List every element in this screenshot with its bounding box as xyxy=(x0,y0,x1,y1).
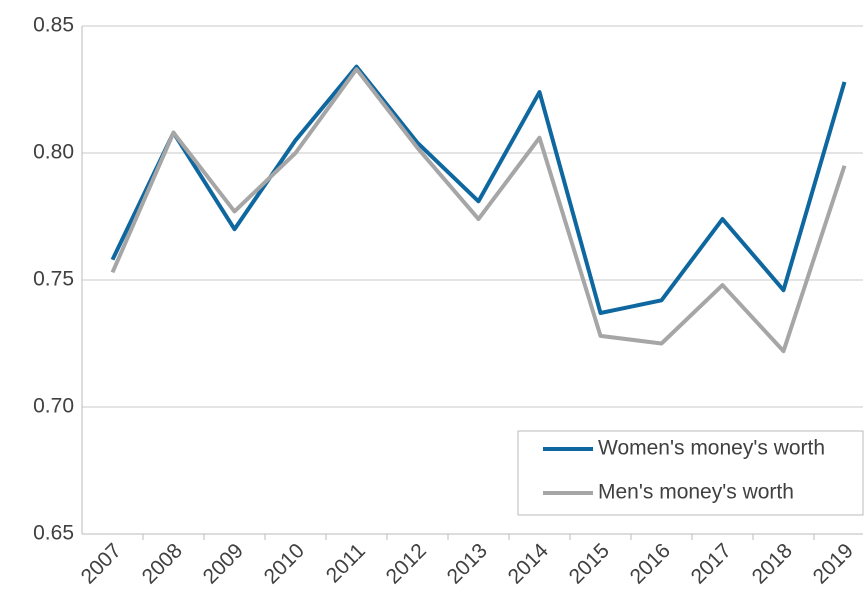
legend-label: Men's money's worth xyxy=(598,481,794,504)
x-tick-label: 2016 xyxy=(626,539,675,588)
x-tick-label: 2007 xyxy=(77,539,126,588)
y-tick-label: 0.75 xyxy=(33,268,74,291)
x-tick-label: 2008 xyxy=(138,539,187,588)
series-line xyxy=(110,64,847,316)
legend-label: Women's money's worth xyxy=(598,437,825,460)
x-tick-label: 2010 xyxy=(260,539,309,588)
x-tick-label: 2015 xyxy=(565,539,614,588)
series-line xyxy=(110,67,847,354)
x-tick-label: 2014 xyxy=(504,539,554,589)
legend-box xyxy=(517,430,864,516)
x-tick-label: 2019 xyxy=(809,539,858,588)
x-tick-label: 2009 xyxy=(199,539,248,588)
x-tick-label: 2018 xyxy=(748,539,797,588)
x-tick-label: 2013 xyxy=(443,539,492,588)
x-tick-label: 2011 xyxy=(322,539,370,587)
y-tick-label: 0.85 xyxy=(33,14,74,37)
x-tick-label: 2012 xyxy=(382,539,431,588)
y-tick-label: 0.70 xyxy=(33,395,74,418)
y-tick-label: 0.80 xyxy=(33,141,74,164)
x-tick-label: 2017 xyxy=(687,539,736,588)
y-tick-label: 0.65 xyxy=(33,522,74,545)
